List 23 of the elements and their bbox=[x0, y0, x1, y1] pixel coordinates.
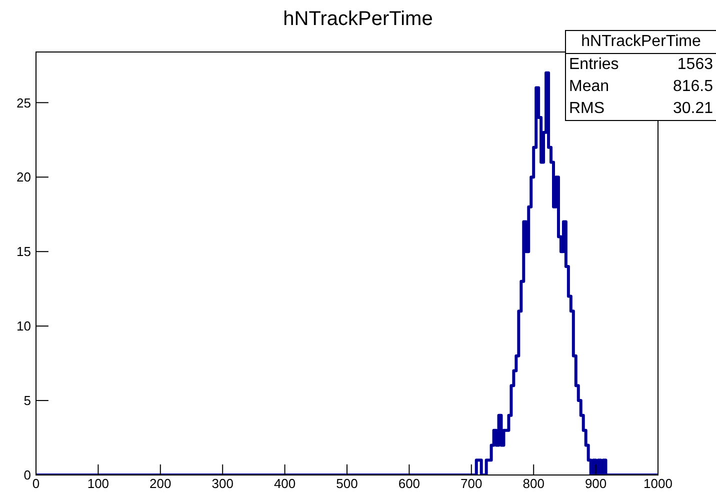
text: hNTrackPerTime bbox=[566, 31, 716, 54]
chart-title: hNTrackPerTime bbox=[282, 8, 434, 30]
y-tick-label: 10 bbox=[16, 318, 31, 334]
x-tick-label: 800 bbox=[522, 476, 544, 492]
x-tick-label: 1000 bbox=[644, 476, 672, 492]
x-tick-label: 300 bbox=[212, 476, 234, 492]
y-tick-label: 5 bbox=[24, 393, 31, 408]
x-tick-label: 100 bbox=[87, 476, 110, 492]
x-tick-label: 600 bbox=[398, 476, 420, 492]
y-tick-label: 25 bbox=[16, 95, 31, 110]
y-tick-label: 20 bbox=[16, 170, 31, 185]
x-tick-label: 200 bbox=[150, 476, 172, 492]
x-tick-label: 400 bbox=[274, 476, 296, 492]
x-tick-label: 900 bbox=[584, 476, 607, 492]
x-tick-label: 500 bbox=[336, 476, 358, 492]
y-tick-label: 15 bbox=[16, 244, 31, 260]
text: 30.21 bbox=[672, 99, 713, 119]
annotation: RMS bbox=[569, 99, 606, 119]
x-tick-label: 700 bbox=[460, 476, 482, 492]
text: 1563 bbox=[676, 55, 713, 75]
annotation: Entries bbox=[569, 55, 620, 75]
text: 816.5 bbox=[672, 77, 713, 97]
annotation: Mean bbox=[569, 77, 610, 97]
